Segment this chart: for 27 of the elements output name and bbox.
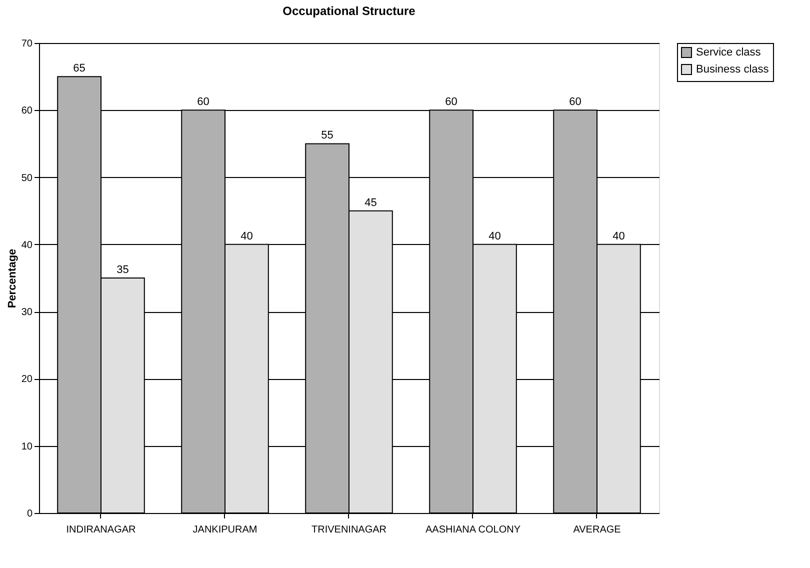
y-tick-label: 60: [21, 106, 33, 117]
x-tick-label: INDIRANAGAR: [66, 524, 136, 536]
data-label: 55: [321, 130, 334, 142]
x-tick-label: TRIVENINAGAR: [311, 524, 387, 536]
y-tick-label: 20: [21, 374, 33, 386]
data-label: 45: [364, 196, 377, 209]
x-tick-label: JANKIPURAM: [192, 524, 258, 536]
y-tick-label: 0: [26, 508, 33, 520]
x-tick-label: AVERAGE: [573, 524, 622, 536]
y-tick-label: 10: [21, 441, 33, 452]
legend-label: Service class: [696, 46, 762, 58]
legend-label: Business class: [696, 64, 770, 76]
x-tick-label: AASHIANA COLONY: [425, 524, 521, 536]
y-axis-title: Percentage: [6, 248, 18, 308]
data-label: 60: [569, 96, 582, 108]
chart-title: Occupational Structure: [282, 4, 416, 18]
data-label: 60: [197, 96, 210, 108]
data-label: 40: [612, 230, 625, 242]
y-tick-label: 40: [21, 240, 33, 251]
y-tick-label: 30: [21, 307, 33, 318]
data-label: 65: [73, 62, 86, 75]
data-label: 35: [116, 264, 129, 276]
data-label: 60: [445, 96, 458, 108]
y-tick-label: 50: [21, 172, 33, 184]
data-label: 40: [240, 230, 253, 242]
y-tick-label: 70: [21, 38, 33, 50]
data-label: 40: [488, 230, 501, 242]
